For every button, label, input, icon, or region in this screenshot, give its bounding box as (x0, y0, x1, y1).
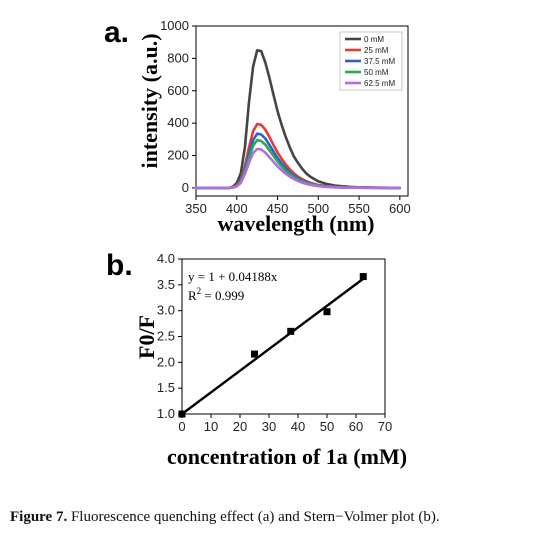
a-x-tick-label: 600 (389, 201, 411, 216)
a-y-tick-label: 400 (167, 115, 189, 130)
r-squared-prefix: R (188, 288, 197, 303)
caption-text: Fluorescence quenching effect (a) and St… (67, 509, 440, 525)
b-y-tick-label: 1.5 (157, 380, 175, 395)
a-x-tick-label: 400 (226, 201, 248, 216)
b-x-tick-label: 70 (378, 419, 392, 434)
a-y-tick-label: 800 (167, 50, 189, 65)
b-y-tick-label: 2.0 (157, 354, 175, 369)
fit-line (181, 277, 364, 415)
panel-b-fit-line-group (181, 277, 364, 415)
panel-a-x-ticks: 350 400 450 500 550 600 (185, 196, 411, 216)
b-y-tick-label: 3.5 (157, 277, 175, 292)
data-point (359, 273, 367, 281)
b-x-tick-label: 0 (178, 419, 185, 434)
legend-entry: 25 mM (364, 46, 389, 55)
b-x-tick-label: 50 (320, 419, 334, 434)
b-x-tick-label: 10 (204, 419, 218, 434)
legend-entry: 0 mM (364, 35, 384, 44)
figure-caption: Figure 7. Fluorescence quenching effect … (10, 507, 525, 527)
panel-b-stern-volmer-plot: b. 0 10 20 30 40 50 60 70 1.0 1.5 2.0 2.5 3.0 3.5 4.0… (106, 249, 407, 469)
panel-b-x-ticks: 0 10 20 30 40 50 60 70 (178, 414, 392, 434)
b-x-tick-label: 40 (291, 419, 305, 434)
a-x-tick-label: 350 (185, 201, 207, 216)
a-y-tick-label: 200 (167, 148, 189, 163)
b-y-tick-label: 3.0 (157, 303, 175, 318)
a-x-tick-label: 550 (348, 201, 370, 216)
series-line-62-5-mm (194, 147, 402, 190)
legend-entry: 62.5 mM (364, 79, 395, 88)
panel-a-label: a. (104, 16, 129, 49)
panel-b-x-axis-title: concentration of 1a (mM) (167, 444, 407, 469)
legend-entry: 37.5 mM (364, 57, 395, 66)
figure: a. 350 400 450 500 550 600 0 200 400 600 800 10 0 0 … (104, 16, 411, 469)
panel-b-fit-equation: y = 1 + 0.04188x (188, 269, 278, 284)
a-x-tick-label: 500 (307, 201, 329, 216)
b-y-tick-label: 4.0 (157, 251, 175, 266)
panel-b-label: b. (106, 249, 133, 282)
panel-a-fluorescence-spectra: a. 350 400 450 500 550 600 02004006008001000 … (104, 16, 411, 236)
b-x-tick-label: 30 (262, 419, 276, 434)
a-y-tick-label: 0 (182, 180, 189, 195)
panel-a-plot-frame (195, 25, 409, 197)
panel-b-y-axis-title: F0/F (134, 315, 159, 359)
panel-a-legend: 0 mM 25 mM 37.5 mM 50 mM 62.5 mM (339, 31, 403, 91)
b-y-tick-label: 1.0 (157, 406, 175, 421)
data-point (178, 410, 186, 418)
panel-b-r-squared: R2 = 0.999 (188, 286, 244, 303)
panel-a-y-axis-title: intensity (a.u.) (137, 33, 162, 168)
b-x-tick-label: 60 (349, 419, 363, 434)
data-point (287, 327, 295, 335)
a-y-tick-label: 600 (167, 83, 189, 98)
legend-entry: 50 mM (364, 68, 389, 77)
panel-a-y-ticks: 0 200 400 600 800 1000 (160, 18, 196, 195)
a-y-tick-label: 1000 (160, 18, 189, 33)
r-squared-superscript: 2 (197, 286, 202, 296)
panel-b-data-points (178, 273, 367, 418)
data-point (251, 350, 258, 358)
r-squared-value: = 0.999 (201, 288, 244, 303)
panel-b-y-ticks: 1.0 1.5 2.0 2.5 3.0 3.5 4.0 (157, 251, 182, 421)
a-x-tick-label: 450 (267, 201, 289, 216)
b-y-tick-label: 2.5 (157, 329, 175, 344)
panel-a-series-lines (194, 48, 402, 190)
b-x-tick-label: 20 (233, 419, 247, 434)
panel-a-x-axis-title: wavelength (nm) (217, 211, 374, 236)
caption-label: Figure 7. (10, 509, 68, 525)
data-point (323, 308, 331, 316)
